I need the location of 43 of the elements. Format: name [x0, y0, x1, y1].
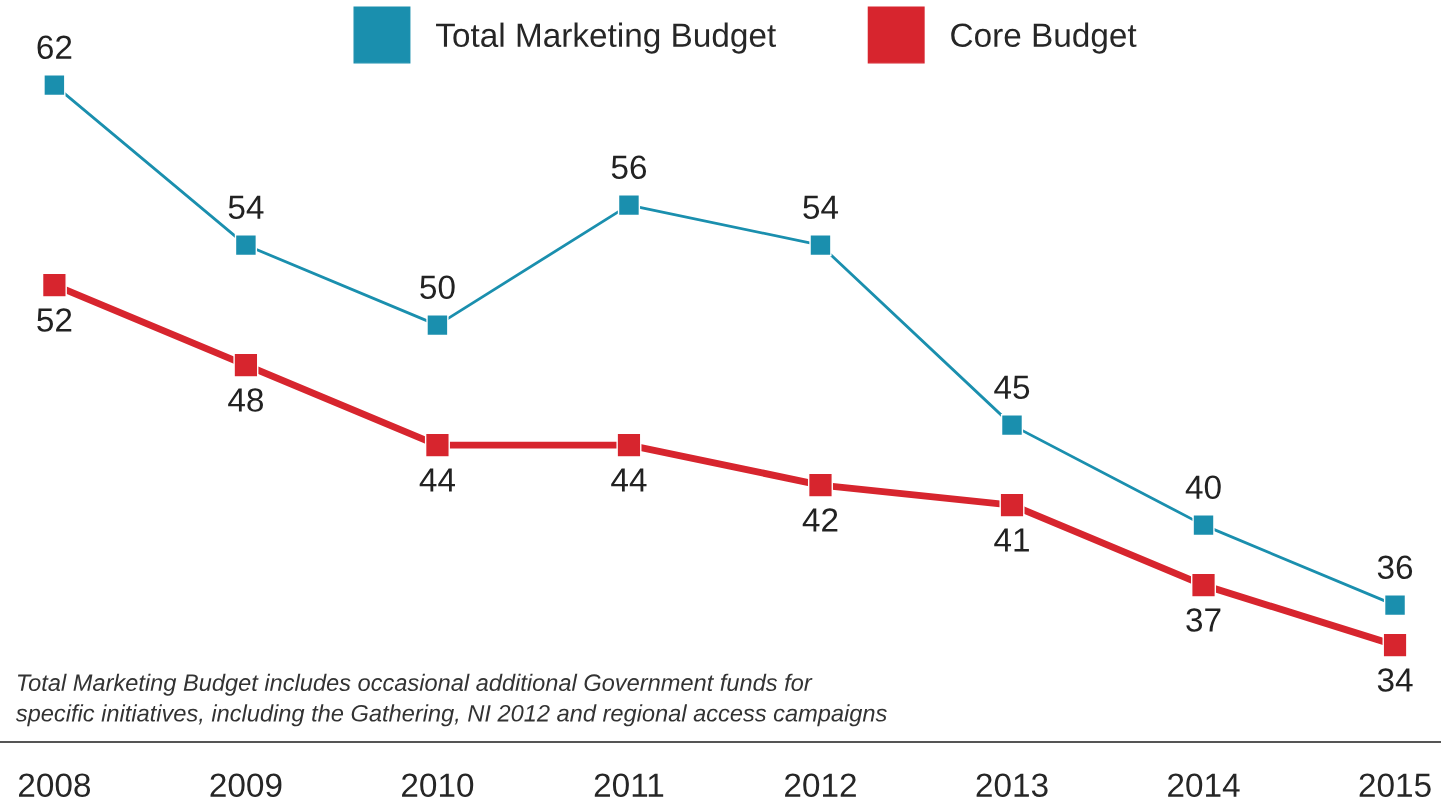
- legend-label: Core Budget: [951, 22, 1137, 54]
- legend-label: Total Marketing Budget: [436, 22, 776, 54]
- text: Total Marketing Budget includes occasional additional Government funds for specific initiatives, including the Gathering, NI 2012 and regional access campaigns: [15, 673, 887, 727]
- data-label: 45: [994, 375, 1030, 400]
- point: [43, 74, 66, 97]
- x-tick-label: 2010: [402, 773, 474, 798]
- point: [426, 314, 449, 337]
- x-tick-label: 2009: [210, 773, 282, 798]
- data-label: 54: [228, 195, 264, 220]
- point: [617, 194, 641, 217]
- x-tick-label: 2015: [1359, 773, 1431, 798]
- x-tick-label: 2011: [594, 773, 664, 798]
- point: [1382, 632, 1408, 658]
- point: [999, 492, 1025, 518]
- point: [424, 432, 450, 458]
- point: [234, 234, 258, 257]
- x-tick-label: 2012: [785, 773, 856, 798]
- data-label: 40: [1185, 475, 1221, 500]
- point: [616, 432, 642, 458]
- point: [1192, 514, 1215, 537]
- data-label: 48: [228, 388, 263, 412]
- x-tick-label: 2008: [19, 773, 91, 798]
- point: [1383, 594, 1407, 617]
- data-label: 62: [37, 35, 72, 60]
- point: [1000, 414, 1024, 437]
- data-label: 50: [420, 275, 455, 300]
- point: [233, 352, 259, 378]
- x-tick-label: 2013: [976, 773, 1048, 798]
- data-label: 44: [419, 468, 455, 492]
- x-tick-label: 2014: [1168, 773, 1240, 798]
- data-label: 42: [802, 508, 838, 532]
- data-label: 44: [611, 468, 647, 492]
- data-label: 56: [611, 155, 647, 180]
- data-label: 36: [1377, 555, 1413, 580]
- point: [807, 472, 833, 498]
- data-label: 34: [1377, 668, 1413, 692]
- point: [41, 272, 67, 298]
- data-label: 41: [994, 528, 1029, 552]
- data-label: 52: [37, 308, 72, 332]
- point: [809, 234, 832, 257]
- point: [1191, 572, 1217, 598]
- data-label: 54: [803, 195, 839, 220]
- data-label: 37: [1186, 608, 1221, 632]
